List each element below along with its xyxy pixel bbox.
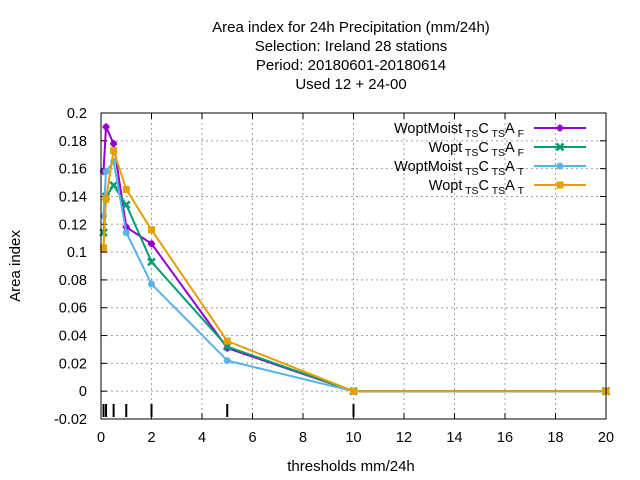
plot-frame: [100, 112, 607, 420]
data-point: [124, 202, 129, 207]
legend-text-part: Wopt: [429, 140, 463, 156]
legend-text-part: A: [505, 121, 515, 137]
y-tick-label: 0.1: [67, 245, 87, 261]
legend-subscript: F: [515, 128, 524, 140]
title-line: Area index for 24h Precipitation (mm/24h…: [212, 19, 490, 36]
legend-marker: [556, 181, 564, 189]
legend-subscript: TS: [489, 166, 505, 178]
legend-subscript: TS: [489, 147, 505, 159]
x-axis-label: thresholds mm/24h: [287, 458, 415, 475]
title-line: Period: 20180601-20180614: [256, 57, 446, 74]
title-line: Used 12 + 24-00: [295, 76, 406, 93]
y-tick-label: 0.18: [59, 134, 87, 150]
legend-subscript: TS: [462, 128, 478, 140]
legend-subscript: F: [515, 147, 524, 159]
legend-text-part: A: [505, 178, 515, 194]
data-point: [103, 168, 109, 174]
series-line: [102, 184, 606, 393]
legend-text-part: C: [478, 121, 488, 137]
y-tick-label: 0: [79, 384, 87, 400]
legend-subscript: T: [515, 185, 525, 197]
legend-subscript: T: [515, 166, 525, 178]
x-tick-label: 0: [97, 430, 105, 446]
x-tick-label: 8: [299, 430, 307, 446]
y-tick-label: 0.02: [59, 356, 87, 372]
series: [99, 123, 611, 396]
x-tick-label: 10: [345, 430, 361, 446]
title-line: Selection: Ireland 28 stations: [255, 38, 448, 55]
data-point: [122, 186, 130, 193]
data-point: [350, 387, 357, 395]
x-tick-label: 12: [396, 430, 412, 446]
x-tick-label: 16: [497, 430, 513, 446]
legend-text-part: A: [505, 140, 515, 156]
legend-subscript: TS: [489, 185, 505, 197]
data-point: [225, 344, 230, 349]
y-tick-label: -0.02: [54, 412, 87, 428]
series-line: [102, 160, 606, 393]
data-point: [111, 159, 117, 165]
legend-text-part: Wopt: [429, 178, 463, 194]
data-point: [123, 230, 129, 236]
legend-marker: [558, 145, 562, 149]
y-tick-label: 0.04: [59, 329, 87, 345]
legend-label: Wopt TSC TSA T: [429, 178, 525, 197]
data-point: [102, 195, 110, 203]
data-point: [149, 281, 154, 287]
series-group: [100, 147, 610, 395]
y-tick-label: 0.14: [59, 189, 87, 205]
legend-subscript: TS: [462, 166, 478, 178]
legend-subscript: TS: [462, 185, 478, 197]
data-point: [103, 124, 109, 130]
legend-label: WoptMoist TSC TSA T: [394, 159, 524, 178]
x-tick-label: 18: [547, 430, 563, 446]
legend-text-part: WoptMoist: [394, 121, 462, 137]
data-point: [110, 147, 118, 155]
y-tick-label: 0.12: [59, 217, 87, 233]
data-point: [223, 337, 231, 345]
x-tick-label: 14: [446, 430, 462, 446]
legend-text-part: WoptMoist: [394, 159, 462, 175]
data-point: [111, 141, 117, 147]
legend-text-part: A: [505, 159, 515, 175]
data-point: [148, 226, 155, 234]
x-tick-label: 2: [147, 430, 155, 446]
y-axis-label: Area index: [7, 230, 24, 302]
legend-text-part: C: [478, 140, 488, 156]
x-tick-label: 6: [248, 430, 256, 446]
y-tick-label: 0.08: [59, 273, 87, 289]
data-point: [224, 358, 230, 364]
legend-subscript: TS: [462, 147, 478, 159]
legend-marker: [557, 163, 563, 169]
data-point: [149, 259, 154, 264]
y-tick-label: 0.2: [67, 106, 87, 122]
series-line: [102, 125, 606, 393]
series-group: [99, 180, 611, 396]
data-point: [101, 213, 107, 219]
legend-marker: [557, 125, 563, 131]
series-group: [100, 123, 610, 395]
data-point: [111, 183, 116, 188]
y-tick-label: 0.16: [59, 162, 87, 178]
y-axis-ticks: -0.02 0 0.02 0.04 0.06 0.08 0.1 0.12 0.14 0.16 0.1…: [54, 106, 606, 428]
x-tick-label: 20: [598, 430, 614, 446]
data-point: [149, 241, 154, 247]
series-line: [102, 149, 606, 393]
legend-label: WoptMoist TSC TSA F: [394, 121, 524, 140]
legend-text-part: C: [479, 159, 489, 175]
data-point: [100, 244, 108, 252]
x-axis-ticks: 0 2 4 6 8 10 12 14 16 18 20: [97, 113, 614, 446]
y-tick-label: 0.06: [59, 301, 87, 317]
threshold-marks: [102, 404, 355, 417]
x-tick-label: 4: [198, 430, 206, 446]
legend-text-part: C: [479, 178, 489, 194]
chart-title: Area index for 24h Precipitation (mm/24h…: [212, 19, 490, 93]
legend-subscript: TS: [489, 128, 505, 140]
legend-label: Wopt TSC TSA F: [429, 140, 524, 159]
